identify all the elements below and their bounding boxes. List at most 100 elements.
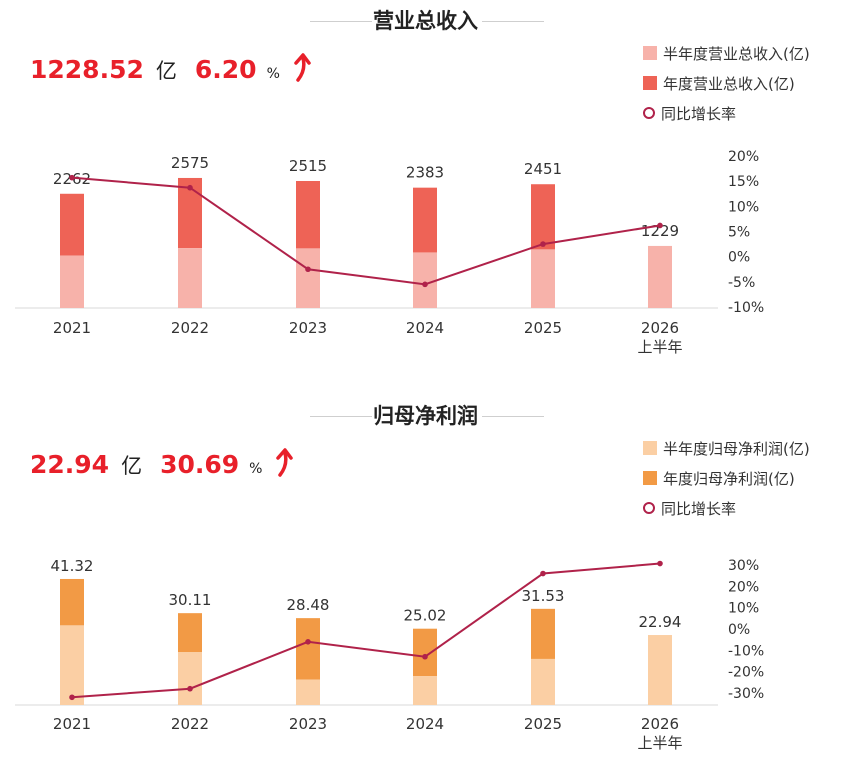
growth-rate-point	[657, 560, 663, 567]
growth-rate-line	[71, 176, 661, 286]
right-axis-tick-label: 0%	[728, 250, 750, 266]
legend-item-rate: 同比增长率	[643, 98, 810, 128]
legend-label-half: 半年度归母净利润(亿)	[663, 439, 810, 458]
bar-data-label: 22.94	[639, 613, 682, 631]
legend-item-annual: 年度归母净利润(亿)	[643, 463, 810, 493]
revenue-amount-unit: 亿	[155, 59, 177, 83]
bar-data-label: 2515	[289, 157, 327, 175]
right-axis-tick-label: 15%	[728, 174, 759, 190]
x-tick-label: 2021	[53, 319, 91, 337]
revenue-panel: 营业总收入 1228.52 亿 6.20 % 半年度营业总收入(亿) 年度营业总…	[0, 0, 851, 380]
right-axis-tick-label: 20%	[728, 579, 759, 595]
growth-rate-point	[305, 266, 311, 273]
growth-rate-line	[71, 562, 661, 699]
annual-bar	[413, 628, 437, 677]
x-tick-label: 2024	[406, 715, 444, 733]
annual-bar	[60, 578, 84, 626]
growth-rate-point	[540, 241, 546, 247]
profit-title-row: 归母净利润	[0, 399, 851, 433]
revenue-title: 营业总收入	[373, 9, 478, 33]
x-tick-label: 2022	[171, 715, 209, 733]
profit-amount: 22.94	[30, 450, 110, 479]
profit-title: 归母净利润	[373, 404, 478, 428]
title-rule-right	[482, 21, 544, 22]
bar-data-label: 2451	[524, 160, 562, 178]
half-year-bar	[531, 249, 555, 308]
growth-rate-point	[657, 222, 663, 229]
legend-item-half: 半年度归母净利润(亿)	[643, 433, 810, 463]
growth-rate-point	[69, 694, 75, 701]
annual-bar	[531, 608, 555, 659]
revenue-amount: 1228.52	[30, 55, 144, 84]
annual-bar	[296, 618, 320, 680]
up-arrow-icon	[294, 53, 311, 82]
x-tick-label: 2026	[641, 715, 679, 733]
right-axis-tick-label: 30%	[728, 558, 759, 574]
x-tick-label: 2026	[641, 319, 679, 337]
legend-label-rate: 同比增长率	[661, 104, 737, 123]
half-year-bar	[60, 255, 84, 308]
legend-swatch-annual	[643, 76, 657, 90]
revenue-growth: 6.20	[194, 55, 257, 84]
half-year-bar	[648, 635, 672, 705]
x-tick-label: 上半年	[637, 338, 682, 356]
profit-legend: 半年度归母净利润(亿) 年度归母净利润(亿) 同比增长率	[643, 433, 810, 523]
right-axis-tick-label: 10%	[728, 199, 759, 215]
bar-data-label: 2383	[406, 164, 444, 182]
profit-panel: 归母净利润 22.94 亿 30.69 % 半年度归母净利润(亿) 年度归母净利…	[0, 395, 851, 778]
profit-amount-unit: 亿	[121, 454, 143, 478]
x-tick-label: 2024	[406, 319, 444, 337]
half-year-bar	[531, 658, 555, 705]
right-axis-tick-label: -5%	[728, 275, 755, 291]
legend-ring-rate	[643, 107, 655, 119]
profit-headline: 22.94 亿 30.69 %	[30, 443, 296, 479]
legend-item-half: 半年度营业总收入(亿)	[643, 38, 810, 68]
annual-bar	[178, 613, 202, 653]
legend-swatch-annual	[643, 471, 657, 485]
legend-label-rate: 同比增长率	[661, 499, 737, 518]
x-tick-label: 上半年	[637, 734, 682, 752]
growth-rate-point	[540, 570, 546, 577]
up-arrow-icon	[276, 448, 294, 477]
half-year-bar	[296, 679, 320, 705]
revenue-growth-unit: %	[266, 66, 280, 82]
legend-item-rate: 同比增长率	[643, 493, 810, 523]
growth-rate-point	[305, 639, 311, 645]
title-rule-right	[482, 416, 544, 417]
legend-label-annual: 年度营业总收入(亿)	[663, 74, 795, 93]
revenue-headline: 1228.52 亿 6.20 %	[30, 48, 314, 84]
legend-item-annual: 年度营业总收入(亿)	[643, 68, 810, 98]
x-tick-label: 2021	[53, 715, 91, 733]
legend-label-half: 半年度营业总收入(亿)	[663, 44, 810, 63]
annual-bar	[296, 180, 320, 249]
half-year-bar	[296, 248, 320, 308]
half-year-bar	[413, 676, 437, 705]
x-tick-label: 2023	[289, 715, 327, 733]
legend-label-annual: 年度归母净利润(亿)	[663, 469, 795, 488]
half-year-bar	[178, 652, 202, 705]
x-tick-label: 2025	[524, 319, 562, 337]
legend-ring-rate	[643, 502, 655, 514]
bar-data-label: 2575	[171, 154, 209, 172]
legend-swatch-half	[643, 46, 657, 60]
x-tick-label: 2025	[524, 715, 562, 733]
title-rule-left	[310, 21, 372, 22]
right-axis-tick-label: -10%	[728, 300, 764, 316]
right-axis-tick-label: 5%	[728, 225, 750, 241]
revenue-title-row: 营业总收入	[0, 4, 851, 38]
bar-data-label: 25.02	[404, 607, 447, 625]
half-year-bar	[178, 248, 202, 308]
right-axis-tick-label: 0%	[728, 622, 750, 638]
bar-data-label: 41.32	[51, 557, 94, 575]
profit-growth-unit: %	[249, 461, 263, 477]
legend-swatch-half	[643, 441, 657, 455]
right-axis-tick-label: -20%	[728, 665, 764, 681]
x-tick-label: 2022	[171, 319, 209, 337]
growth-rate-point	[69, 174, 75, 181]
right-axis-tick-label: 20%	[728, 149, 759, 165]
half-year-bar	[60, 625, 84, 705]
bar-data-label: 28.48	[287, 596, 330, 614]
annual-bar	[531, 184, 555, 250]
bar-data-label: 30.11	[169, 591, 212, 609]
half-year-bar	[648, 245, 672, 308]
